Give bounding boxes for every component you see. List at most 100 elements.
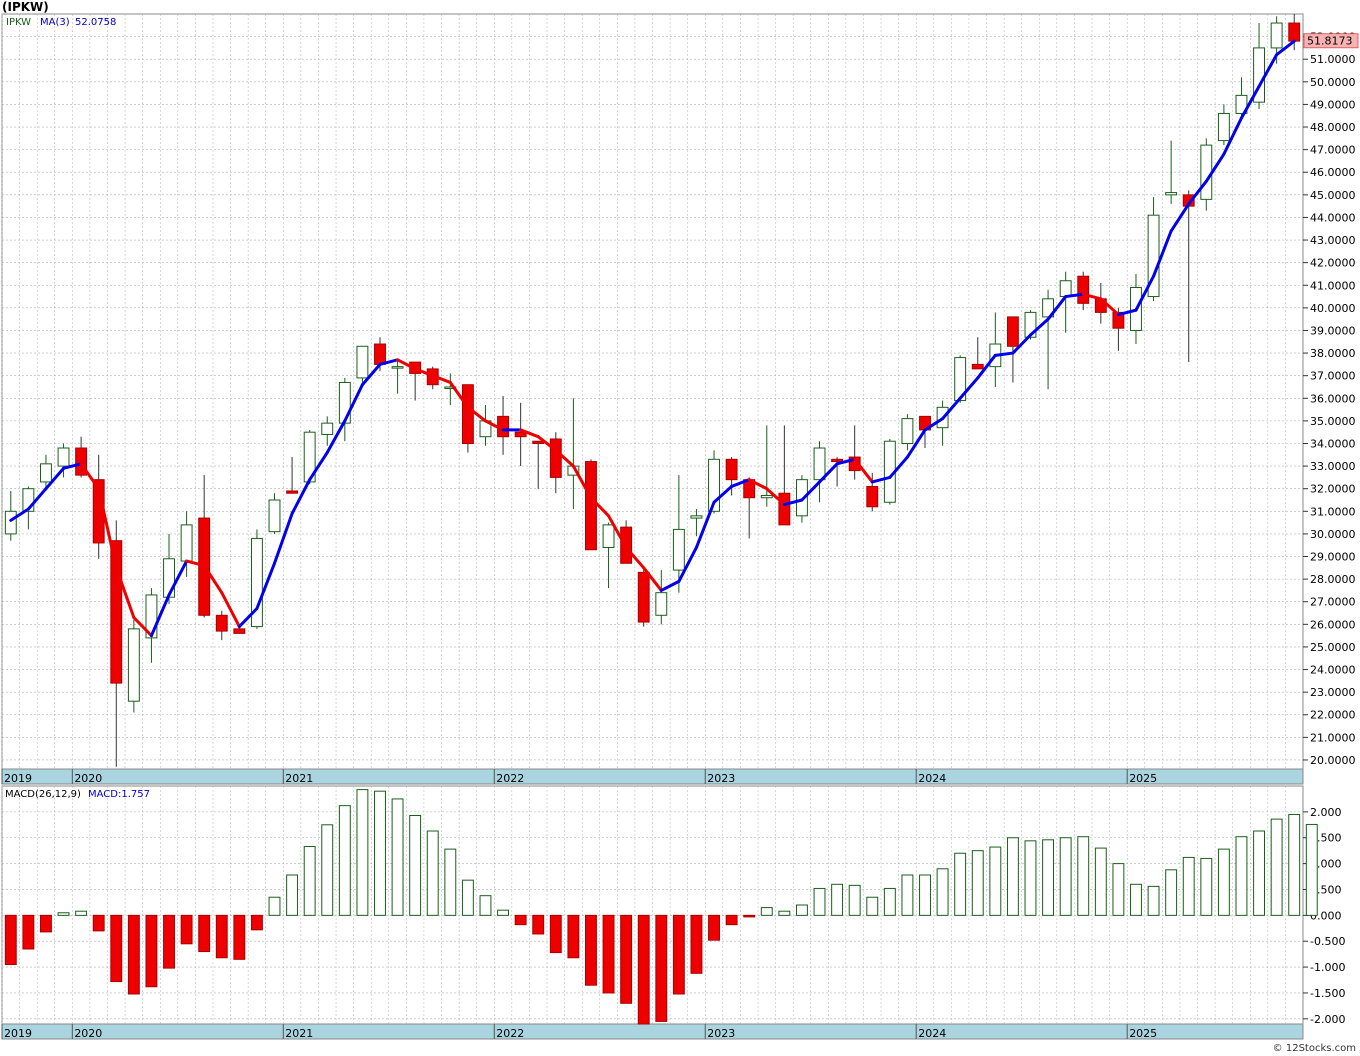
candle-body (1217, 112, 1230, 142)
price-tick-label: 32.0000 (1310, 483, 1356, 496)
macd-bar (620, 914, 633, 1004)
ma-segment (431, 374, 452, 384)
macd-bar (743, 914, 756, 918)
price-tick-label: 48.0000 (1310, 121, 1356, 134)
macd-bar (127, 914, 140, 995)
macd-bar (971, 850, 984, 916)
x-tick-label: 2021 (285, 772, 313, 785)
ma-segment (782, 498, 804, 507)
macd-bar (321, 824, 334, 916)
ma-segment (1046, 295, 1068, 321)
macd-bar (1270, 818, 1283, 916)
price-tick-label: 23.0000 (1310, 686, 1356, 699)
macd-bar (655, 914, 668, 1022)
macd-bar (1094, 847, 1107, 916)
ma-segment (255, 561, 277, 611)
ma-segment (149, 593, 171, 638)
ma-segment (9, 507, 30, 522)
macd-bar (954, 852, 967, 916)
candle-body (4, 510, 17, 535)
symbol-legend: IPKW (6, 17, 31, 28)
candle-body (1165, 192, 1178, 196)
price-tick-label: 21.0000 (1310, 731, 1356, 744)
ma-segment (1275, 39, 1296, 57)
macd-bar (215, 914, 228, 959)
price-tick-label: 26.0000 (1310, 618, 1356, 631)
candle-body (1288, 22, 1301, 42)
x-tick-label: 2025 (1129, 1027, 1157, 1040)
macd-bar (497, 909, 510, 916)
price-tick-label: 42.0000 (1310, 257, 1356, 270)
price-tick-label: 35.0000 (1310, 415, 1356, 428)
ma-segment (1028, 317, 1050, 337)
candle-body (321, 422, 334, 435)
x-tick-label: 2022 (496, 1027, 524, 1040)
price-tick-label: 33.0000 (1310, 460, 1356, 473)
price-tick-label: 50.0000 (1310, 76, 1356, 89)
candle-body (180, 524, 193, 562)
macd-bar (110, 914, 123, 983)
x-tick-label: 2020 (74, 772, 102, 785)
macd-bar (795, 904, 808, 916)
ma-segment (835, 457, 857, 466)
price-tick-label: 43.0000 (1310, 234, 1356, 247)
ma-segment (1011, 333, 1032, 355)
candle-body (866, 485, 879, 508)
ma-segment (800, 480, 822, 502)
x-tick-label: 2020 (74, 1027, 102, 1040)
candle-body (1270, 22, 1283, 49)
candle-body (1059, 280, 1072, 298)
price-tick-label: 47.0000 (1310, 144, 1356, 157)
candle-body (532, 440, 545, 444)
macd-value-legend: MACD:1.757 (88, 789, 150, 800)
ma-segment (853, 457, 874, 484)
x-tick-label: 2024 (918, 1027, 946, 1040)
price-tick-label: 28.0000 (1310, 573, 1356, 586)
ma-segment (624, 545, 646, 570)
candle-body (778, 492, 791, 526)
ma-segment (1064, 292, 1085, 299)
macd-bar (303, 846, 316, 916)
macd-bar (163, 914, 175, 969)
ma-segment (607, 514, 628, 549)
ma-segment (1169, 202, 1191, 233)
macd-bar (602, 914, 615, 994)
candle-body (1077, 275, 1090, 304)
price-tick-label: 27.0000 (1310, 596, 1356, 609)
macd-tick-label: -2.000 (1310, 1013, 1345, 1026)
ma-segment (923, 417, 945, 432)
macd-bar (426, 830, 439, 916)
ma-segment (62, 462, 83, 470)
candle-body (813, 447, 826, 481)
ma-segment (571, 464, 593, 500)
ma-segment (44, 466, 66, 491)
macd-bar (4, 914, 17, 966)
macd-tick-label: -1.500 (1310, 987, 1345, 1000)
last-price-label: 51.8173 (1307, 35, 1353, 48)
ma-segment (765, 487, 786, 507)
ma-value-legend: 52.0758 (75, 17, 116, 28)
ma-segment (659, 579, 681, 592)
ma-segment (343, 383, 364, 423)
ma-segment (642, 566, 663, 592)
macd-bar (1165, 869, 1178, 916)
macd-bar (374, 790, 386, 916)
macd-tick-label: 1.000 (1310, 858, 1342, 871)
ma-segment (273, 512, 294, 565)
ma-segment (360, 362, 382, 387)
candle-body (1006, 316, 1019, 347)
macd-bar (268, 896, 281, 916)
ma-segment (993, 351, 1015, 357)
macd-bar (901, 874, 914, 916)
macd-bar (1112, 863, 1125, 916)
ma-segment (730, 478, 751, 488)
candle-body (163, 558, 175, 598)
candle-body (75, 447, 88, 476)
candle-body (268, 499, 281, 533)
macd-bar (1042, 839, 1055, 916)
candle-body (374, 343, 386, 365)
ma-segment (308, 451, 329, 482)
ma-segment (677, 545, 698, 583)
macd-bar (57, 912, 70, 916)
candle-body (725, 458, 738, 481)
